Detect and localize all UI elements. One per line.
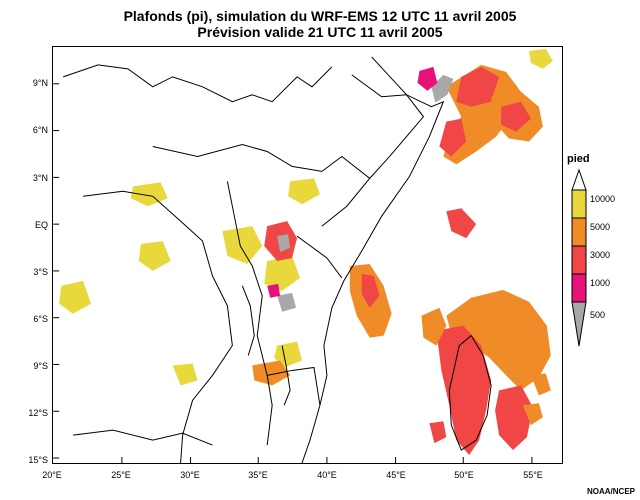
coastline-east-africa: [301, 56, 445, 463]
tick-marks: [53, 83, 533, 463]
shade-red-madagascar: [436, 325, 492, 456]
lon-label-55e: 55°E: [523, 470, 543, 480]
shade-red-ocean-ne: [501, 101, 531, 132]
credit-label: NOAA/NCEP: [586, 487, 635, 496]
shade-orange-malawi: [252, 360, 291, 386]
shade-orange-ocean-small: [522, 403, 543, 426]
ceiling-shading: [59, 48, 553, 456]
lat-label-15s: 15°S: [28, 455, 48, 465]
legend-swatch-5000: [571, 217, 587, 247]
legend-swatch-1000: [571, 273, 587, 303]
legend-label-10000: 10000: [590, 194, 616, 204]
chart-title-line1: Plafonds (pi), simulation du WRF-EMS 12 …: [123, 8, 517, 24]
shade-gray-victoria: [277, 234, 291, 253]
lat-label-12s: 12°S: [28, 408, 48, 418]
shade-yellow-congo-west: [138, 241, 171, 271]
lat-label-6n: 6°N: [32, 125, 48, 135]
lon-label-40e: 40°E: [317, 470, 337, 480]
legend-label-1000: 1000: [590, 278, 611, 288]
lon-label-45e: 45°E: [386, 470, 406, 480]
legend-title: pied: [567, 153, 590, 165]
border-rift-west: [226, 181, 273, 446]
shade-yellow-ne-corner: [528, 48, 553, 69]
shade-red-somalia: [456, 66, 500, 107]
shade-orange-ocean-se: [446, 289, 551, 391]
legend-swatch-500: [571, 301, 587, 347]
border-tanzania-kenya: [296, 235, 343, 279]
shade-red-somalia-2: [439, 118, 467, 157]
shade-orange-madagascar-west: [421, 307, 447, 346]
shade-yellow-tanzania: [264, 255, 301, 291]
shade-yellow-congo-sw: [59, 280, 92, 314]
border-sudan-south: [152, 144, 371, 227]
shade-yellow-uganda: [288, 178, 320, 205]
shade-red-south-small: [429, 421, 447, 444]
shade-magenta-horn: [417, 66, 438, 91]
map-canvas: [52, 46, 563, 464]
legend-label-500: 500: [590, 310, 606, 320]
lat-label-3n: 3°N: [32, 173, 48, 183]
shade-red-ocean-mid: [446, 208, 477, 239]
border-south: [73, 429, 213, 446]
shade-red-mozambique: [361, 273, 380, 308]
lat-label-6s: 6°S: [33, 314, 48, 324]
chart-title-line2: Prévision valide 21 UTC 11 avril 2005: [197, 24, 443, 40]
coastline-borders: [63, 56, 492, 463]
legend-swatch-3000: [571, 245, 587, 275]
madagascar-outline: [448, 334, 492, 451]
border-horn: [351, 74, 425, 179]
shade-gray-coast: [277, 292, 297, 312]
lon-label-25e: 25°E: [111, 470, 131, 480]
legend-swatch-10000: [571, 189, 587, 219]
legend-label-5000: 5000: [590, 222, 611, 232]
lake-malawi: [281, 345, 291, 406]
lat-label-eq: EQ: [34, 220, 48, 230]
border-mozambique: [267, 366, 321, 406]
border-congo: [83, 190, 233, 463]
shade-orange-south-small: [530, 373, 551, 396]
shade-yellow-zambia: [172, 363, 198, 386]
shade-yellow-nsudan: [130, 182, 168, 207]
lat-label-3s: 3°S: [33, 267, 48, 277]
shade-yellow-drc-east: [222, 226, 263, 264]
shade-yellow-mozambique-south: [274, 341, 303, 368]
lat-label-9s: 9°S: [33, 361, 48, 371]
lon-label-30e: 30°E: [180, 470, 200, 480]
lon-label-20e: 20°E: [42, 470, 62, 480]
legend-arrow-top: [571, 168, 587, 191]
color-legend-bar: [571, 168, 587, 347]
shade-red-ocean-se: [495, 385, 533, 451]
lat-label-9n: 9°N: [32, 78, 48, 88]
lon-label-35e: 35°E: [248, 470, 268, 480]
lon-label-50e: 50°E: [454, 470, 474, 480]
legend-label-3000: 3000: [590, 250, 611, 260]
lake-tanganyika: [241, 285, 255, 356]
shade-magenta-coast: [267, 283, 281, 298]
border-north: [63, 64, 333, 103]
